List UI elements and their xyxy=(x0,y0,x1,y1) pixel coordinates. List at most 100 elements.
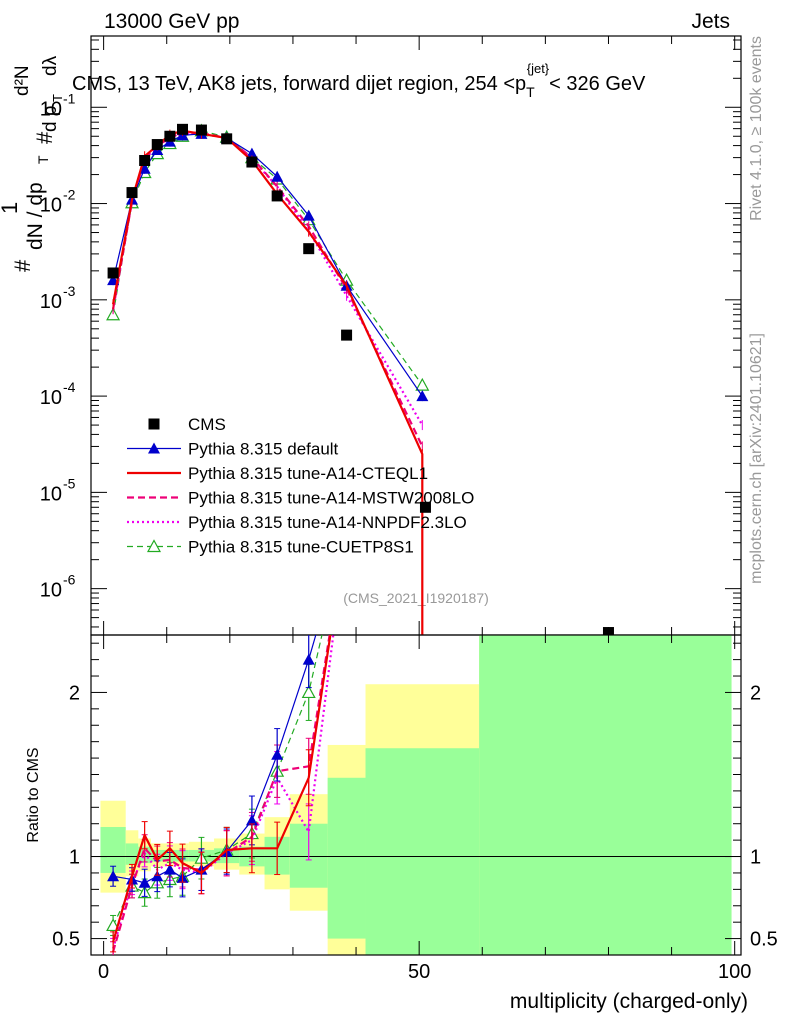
x-tick-label-50: 50 xyxy=(408,961,430,983)
ratio-band-inner-10 xyxy=(365,748,480,955)
ratio-point-default-9 xyxy=(271,748,284,760)
legend-label-nnpdf: Pythia 8.315 tune-A14-NNPDF2.3LO xyxy=(188,513,467,532)
line-cteql1 xyxy=(112,129,424,635)
point-cms-7 xyxy=(221,133,233,145)
point-cms-5 xyxy=(177,123,189,135)
line-default xyxy=(112,133,423,397)
y-tick-label-5: 10 xyxy=(40,98,62,120)
point-cms-9 xyxy=(271,190,283,202)
legend-marker-cuetp8s1 xyxy=(146,539,162,553)
title-prefix: CMS, 13 TeV, AK8 jets, forward dijet reg… xyxy=(72,73,526,95)
x-tick-label-0: 0 xyxy=(98,961,109,983)
point-cms-1 xyxy=(126,187,138,199)
point-default-8 xyxy=(245,147,258,159)
ylabel-dlambda: dλ xyxy=(40,55,61,76)
series-cuetp8s1 xyxy=(106,123,430,391)
point-cms-3 xyxy=(151,139,163,151)
y-tick-label-3: 10 xyxy=(40,291,62,313)
point-default-10 xyxy=(302,209,315,221)
ratio-tick-label-0.5: 0.5 xyxy=(52,929,80,951)
point-default-12 xyxy=(416,390,429,402)
y-tick-exp-1: -5 xyxy=(63,475,76,491)
ratio-point-default-3 xyxy=(151,870,164,882)
ylabel-one: 1 xyxy=(0,202,22,214)
line-mstw xyxy=(112,131,424,447)
x-ticks: 0 50 100 xyxy=(98,36,751,983)
legend-item-cms: CMS xyxy=(148,415,226,434)
point-cms-0 xyxy=(107,267,119,279)
series-mstw xyxy=(112,127,424,452)
title-sup: {jet} xyxy=(527,61,550,76)
ratio-series xyxy=(106,635,335,955)
title-sub: T xyxy=(526,84,535,100)
legend-label-default: Pythia 8.315 default xyxy=(188,440,339,459)
chart-title: CMS, 13 TeV, AK8 jets, forward dijet reg… xyxy=(72,61,646,100)
ratio-point-default-8 xyxy=(245,814,258,826)
point-cms-6 xyxy=(195,124,207,136)
ylabel-hash-2: # xyxy=(32,131,57,144)
ylabel-t2: T xyxy=(50,94,65,102)
ratio-point-default-10 xyxy=(302,653,315,665)
ratio-tick-label-1: 1 xyxy=(69,847,80,869)
point-cms-4 xyxy=(164,130,176,142)
ratio-line-cteql1 xyxy=(112,635,332,943)
ratio-band-inner-11 xyxy=(479,635,732,955)
point-cms-10 xyxy=(303,243,315,255)
legend-marker-default xyxy=(148,442,160,454)
legend-marker-cms xyxy=(148,418,160,430)
ratio-panel: 0 50 100 0.5 0.5 1 1 2 2 xyxy=(52,36,778,983)
ratio-tick-label-r-2: 2 xyxy=(750,682,761,704)
ratio-point-default-2 xyxy=(138,876,151,888)
ratio-band-inner-1 xyxy=(125,843,139,865)
mcplots-credit: mcplots.cern.ch [arXiv:2401.10621] xyxy=(748,333,765,584)
series-nnpdf xyxy=(112,128,424,431)
title-suffix: < 326 GeV xyxy=(549,73,646,95)
main-panel: 10-610-510-410-310-210-1 xyxy=(40,35,742,636)
ylabel-d2n: d²N xyxy=(12,65,33,96)
ratio-ylabel: Ratio to CMS xyxy=(25,747,42,842)
ratio-point-cuetp8s1-10 xyxy=(301,685,316,699)
ratio-band-inner-9 xyxy=(327,777,366,939)
x-tick-label-100: 100 xyxy=(718,961,751,983)
series-cteql1 xyxy=(112,125,424,635)
ratio-y-ticks: 0.5 0.5 1 1 2 2 xyxy=(52,642,778,956)
analysis-watermark: (CMS_2021_I1920187) xyxy=(343,590,489,606)
ylabel-dn: dN / dp xyxy=(24,182,47,250)
ratio-tick-label-r-0.5: 0.5 xyxy=(750,929,778,951)
legend-item-default: Pythia 8.315 default xyxy=(127,440,339,459)
point-default-9 xyxy=(271,170,284,182)
ratio-line-nnpdf xyxy=(112,635,335,949)
y-tick-exp-2: -4 xyxy=(63,379,76,395)
point-cms-12 xyxy=(419,501,431,513)
point-cuetp8s1-12 xyxy=(415,377,430,391)
ratio-point-default-0 xyxy=(107,870,120,882)
ratio-band-inner-0 xyxy=(100,827,126,873)
y-tick-exp-0: -6 xyxy=(63,572,76,588)
header-left: 13000 GeV pp xyxy=(104,10,239,33)
point-cms-8 xyxy=(246,156,258,168)
y-tick-label-0: 10 xyxy=(40,580,62,602)
ratio-bands xyxy=(100,635,732,955)
main-ylabel: # 1 dN / dp T # d²N d p T dλ xyxy=(0,55,65,272)
legend-label-mstw: Pythia 8.315 tune-A14-MSTW2008LO xyxy=(188,489,474,508)
ylabel-dp: d p xyxy=(40,106,61,132)
legend-label-cteql1: Pythia 8.315 tune-A14-CTEQL1 xyxy=(188,464,428,483)
y-tick-label-2: 10 xyxy=(40,387,62,409)
ratio-tick-label-r-1: 1 xyxy=(750,847,761,869)
legend: CMS Pythia 8.315 default Pythia 8.315 tune… xyxy=(127,415,474,557)
y-ticks: 10-610-510-410-310-210-1 xyxy=(40,39,741,628)
point-cuetp8s1-0 xyxy=(106,307,121,321)
header-right: Jets xyxy=(691,10,730,33)
ylabel-t1: T xyxy=(35,155,51,164)
series-cms xyxy=(107,123,614,635)
legend-item-nnpdf: Pythia 8.315 tune-A14-NNPDF2.3LO xyxy=(127,513,467,532)
y-tick-exp-3: -3 xyxy=(63,283,76,299)
ratio-tick-label-2: 2 xyxy=(69,682,80,704)
x-axis-label: multiplicity (charged-only) xyxy=(510,990,748,1013)
y-tick-exp-4: -2 xyxy=(63,187,76,203)
line-cuetp8s1 xyxy=(112,130,423,386)
rivet-version: Rivet 4.1.0, ≥ 100k events xyxy=(748,36,765,221)
legend-label-cms: CMS xyxy=(188,415,226,434)
main-series xyxy=(106,123,614,635)
